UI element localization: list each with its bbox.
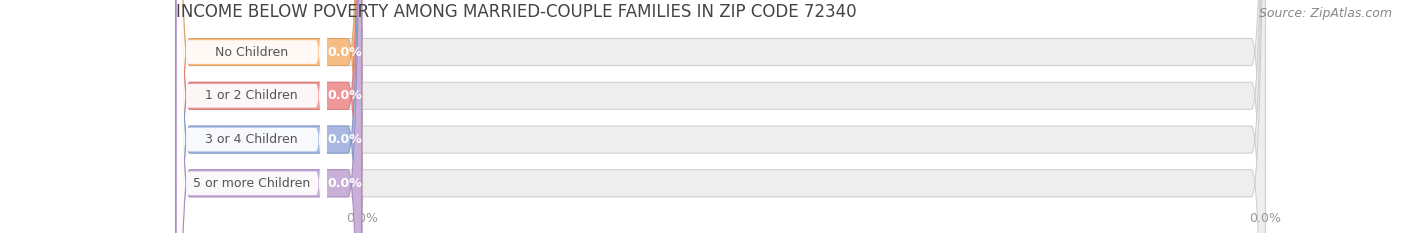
FancyBboxPatch shape	[177, 0, 326, 233]
Text: 0.0%: 0.0%	[328, 177, 361, 190]
FancyBboxPatch shape	[177, 0, 326, 233]
Text: 0.0%: 0.0%	[328, 133, 361, 146]
FancyBboxPatch shape	[176, 0, 361, 233]
Text: 5 or more Children: 5 or more Children	[193, 177, 309, 190]
Text: 0.0%: 0.0%	[328, 89, 361, 102]
FancyBboxPatch shape	[176, 0, 1265, 233]
FancyBboxPatch shape	[177, 0, 326, 233]
FancyBboxPatch shape	[177, 0, 326, 233]
Text: 1 or 2 Children: 1 or 2 Children	[205, 89, 298, 102]
FancyBboxPatch shape	[176, 0, 1265, 233]
FancyBboxPatch shape	[176, 0, 1265, 233]
Text: Source: ZipAtlas.com: Source: ZipAtlas.com	[1258, 7, 1392, 20]
Text: 0.0%: 0.0%	[328, 45, 361, 58]
Text: No Children: No Children	[215, 45, 288, 58]
Text: INCOME BELOW POVERTY AMONG MARRIED-COUPLE FAMILIES IN ZIP CODE 72340: INCOME BELOW POVERTY AMONG MARRIED-COUPL…	[176, 3, 856, 21]
Text: 3 or 4 Children: 3 or 4 Children	[205, 133, 298, 146]
FancyBboxPatch shape	[176, 0, 361, 233]
FancyBboxPatch shape	[176, 0, 361, 233]
FancyBboxPatch shape	[176, 0, 361, 233]
FancyBboxPatch shape	[176, 0, 1265, 233]
